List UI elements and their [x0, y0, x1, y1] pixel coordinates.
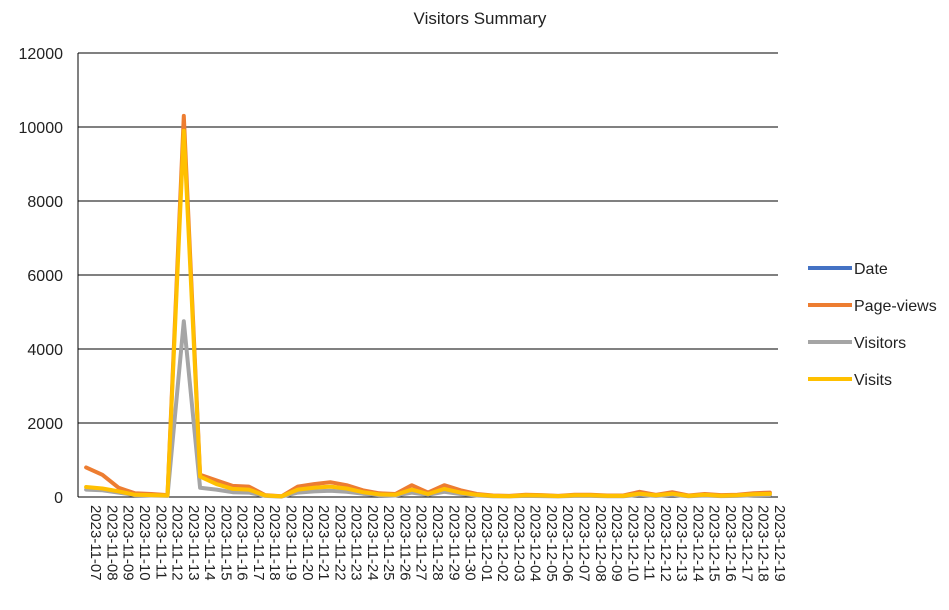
- chart-title: Visitors Summary: [414, 9, 547, 28]
- x-tick-label: 2023-12-06: [559, 505, 576, 582]
- x-tick-label: 2023-11-26: [396, 505, 413, 581]
- x-tick-label: 2023-11-15: [217, 505, 234, 581]
- x-tick-label: 2023-11-19: [282, 505, 299, 581]
- x-tick-label: 2023-11-10: [136, 505, 153, 581]
- legend-label: Visits: [854, 372, 892, 389]
- x-tick-label: 2023-12-13: [673, 505, 690, 582]
- x-tick-label: 2023-11-21: [315, 505, 332, 581]
- x-tick-label: 2023-12-07: [576, 505, 593, 582]
- x-tick-label: 2023-11-11: [152, 505, 169, 580]
- x-tick-label: 2023-12-02: [494, 505, 511, 582]
- x-tick-label: 2023-12-15: [706, 505, 723, 582]
- series-line-visits: [84, 128, 772, 499]
- y-tick-label: 4000: [27, 342, 63, 359]
- x-tick-label: 2023-11-07: [87, 505, 104, 581]
- series-lines: [84, 113, 772, 499]
- x-tick-label: 2023-11-13: [185, 505, 202, 581]
- x-tick-label: 2023-12-12: [657, 505, 674, 582]
- x-tick-label: 2023-11-22: [331, 505, 348, 581]
- x-tick-label: 2023-12-16: [722, 505, 739, 582]
- y-axis-ticks: 0 2000 4000 6000 8000 10000 12000: [19, 46, 64, 507]
- legend-label: Visitors: [854, 335, 906, 352]
- x-tick-label: 2023-11-14: [201, 505, 218, 581]
- legend-label: Page-views: [854, 298, 937, 315]
- y-tick-label: 8000: [27, 194, 63, 211]
- x-tick-label: 2023-12-01: [478, 505, 495, 582]
- y-tick-label: 10000: [19, 120, 64, 137]
- legend-label: Date: [854, 261, 888, 278]
- legend: Date Page-views Visitors Visits: [808, 261, 937, 389]
- series-line-visitors: [84, 319, 772, 499]
- x-tick-label: 2023-11-25: [380, 505, 397, 581]
- x-tick-label: 2023-12-05: [543, 505, 560, 582]
- x-tick-label: 2023-11-20: [299, 505, 316, 581]
- x-tick-label: 2023-12-14: [689, 505, 706, 582]
- x-tick-label: 2023-11-29: [445, 505, 462, 581]
- x-tick-label: 2023-12-03: [510, 505, 527, 582]
- x-tick-label: 2023-11-28: [429, 505, 446, 581]
- y-tick-label: 0: [54, 490, 63, 507]
- x-tick-label: 2023-11-24: [364, 505, 381, 581]
- y-tick-label: 6000: [27, 268, 63, 285]
- x-tick-label: 2023-11-17: [250, 505, 267, 581]
- x-tick-label: 2023-12-11: [641, 505, 658, 581]
- x-tick-label: 2023-11-27: [413, 505, 430, 581]
- x-axis-ticks: 2023-11-07 2023-11-08 2023-11-09 2023-11-10…: [87, 505, 788, 582]
- x-tick-label: 2023-12-04: [527, 505, 544, 582]
- y-tick-label: 12000: [19, 46, 64, 63]
- series-line-page-views: [84, 113, 772, 499]
- y-tick-label: 2000: [27, 416, 63, 433]
- x-tick-label: 2023-12-08: [592, 505, 609, 582]
- x-tick-label: 2023-11-12: [169, 505, 186, 581]
- x-tick-label: 2023-12-18: [755, 505, 772, 582]
- x-tick-label: 2023-11-16: [234, 505, 251, 581]
- x-tick-label: 2023-11-08: [103, 505, 120, 581]
- x-tick-label: 2023-12-17: [738, 505, 755, 582]
- x-tick-label: 2023-12-09: [608, 505, 625, 582]
- x-tick-label: 2023-11-09: [120, 505, 137, 581]
- x-tick-label: 2023-11-30: [462, 505, 479, 581]
- x-tick-label: 2023-12-19: [771, 505, 788, 582]
- x-tick-label: 2023-11-23: [348, 505, 365, 581]
- x-tick-label: 2023-11-18: [266, 505, 283, 581]
- x-tick-label: 2023-12-10: [624, 505, 641, 582]
